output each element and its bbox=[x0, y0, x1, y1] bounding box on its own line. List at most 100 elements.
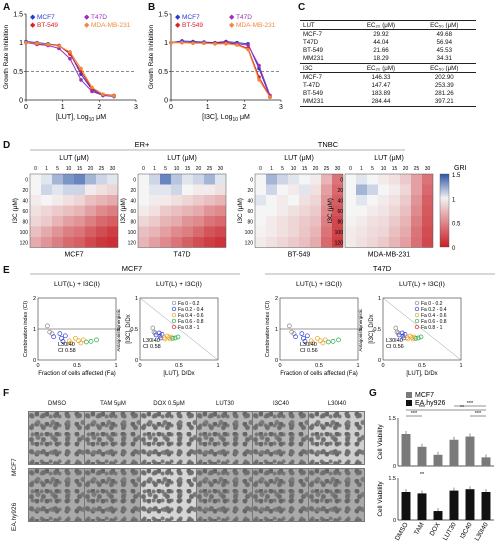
fa-legend-label: Fa 0.6 - 0.8 bbox=[421, 319, 447, 325]
heatmap-cell bbox=[193, 195, 204, 206]
heatmap-cell bbox=[171, 205, 182, 216]
annot-line1: L30I40 bbox=[143, 338, 160, 344]
heatmap-cell bbox=[30, 184, 41, 195]
heatmap-cell bbox=[171, 226, 182, 237]
table-header-lut: LUT EC₂₀ (μM) EC₅₀ (μM) bbox=[300, 19, 476, 31]
iso-point bbox=[413, 336, 419, 341]
heatmap-cell bbox=[299, 237, 310, 248]
heatmap-cell bbox=[310, 174, 321, 185]
heatmap-cell bbox=[367, 237, 378, 248]
heatmap-col-label: 0 bbox=[34, 166, 37, 172]
bar bbox=[465, 436, 475, 466]
micrograph-tile bbox=[84, 468, 141, 522]
series-line bbox=[25, 41, 115, 98]
heatmap-col-label: 15 bbox=[77, 166, 83, 172]
micrograph-grid: DMSO TAM 5μM DOX 0.5μM LUT30 I3C40 L30I40 bbox=[28, 401, 498, 524]
heatmap-cell bbox=[332, 216, 343, 227]
heatmap-row-label: 120 bbox=[128, 240, 137, 246]
data-point bbox=[90, 85, 94, 90]
heatmap-col-label: 20 bbox=[403, 166, 409, 172]
colorbar-tick: 0 bbox=[452, 246, 456, 252]
heatmap-col-label: 0 bbox=[259, 166, 262, 172]
heatmap-cell bbox=[85, 174, 96, 185]
e-plot-frame bbox=[382, 297, 462, 361]
ci-point bbox=[299, 331, 305, 337]
heatmap-col-label: 10 bbox=[291, 166, 297, 172]
heatmap-cell bbox=[400, 184, 411, 195]
heatmap-cell bbox=[266, 226, 277, 237]
heatmap-cell bbox=[85, 237, 96, 248]
heatmap-cell bbox=[182, 195, 193, 206]
x-tick-label: 0 bbox=[169, 104, 173, 111]
heatmap-cell bbox=[30, 216, 41, 227]
heatmap-cell bbox=[63, 216, 74, 227]
heatmap-cell bbox=[160, 237, 171, 248]
table-cell: I3C bbox=[300, 62, 350, 74]
ci-point bbox=[326, 339, 331, 345]
heatmap-cell bbox=[299, 174, 310, 185]
fa-tick: 1 bbox=[356, 363, 359, 369]
table-cell: LUT bbox=[300, 19, 350, 31]
heatmap-row-label: 100 bbox=[245, 230, 254, 236]
legend-marker: ◆ bbox=[30, 22, 36, 29]
ci-tick: 2 bbox=[275, 296, 278, 302]
colorbar-title: GRI bbox=[454, 165, 467, 172]
panel-label-d: D bbox=[3, 140, 11, 151]
ci-point bbox=[287, 323, 292, 329]
legend-swatch bbox=[406, 400, 412, 406]
fa-legend-marker bbox=[171, 312, 177, 318]
heatmap-cell bbox=[288, 205, 299, 216]
heatmap-row-label: 120 bbox=[245, 240, 254, 246]
heatmap-col-label: 15 bbox=[302, 166, 308, 172]
heatmap-cell bbox=[367, 216, 378, 227]
ci-tick: 0 bbox=[275, 358, 278, 364]
sig-stars: *** bbox=[467, 401, 474, 407]
heatmap-cell bbox=[389, 195, 400, 206]
heatmap-cell bbox=[411, 237, 422, 248]
heatmap-cell bbox=[30, 237, 41, 248]
bar bbox=[401, 492, 411, 520]
heatmap-cell bbox=[255, 216, 266, 227]
table-cell: 56.94 bbox=[436, 38, 453, 46]
heatmap-col-label: 5 bbox=[164, 166, 167, 172]
data-point bbox=[180, 40, 184, 45]
heatmap-side-label: I3C (μM) bbox=[237, 198, 244, 223]
heatmap-col-label: 1 bbox=[153, 166, 156, 172]
heatmap-col-label: 10 bbox=[66, 166, 72, 172]
heatmap-col-label: 20 bbox=[313, 166, 319, 172]
heatmap-side-label: I3C (μM) bbox=[327, 198, 334, 223]
ci-point bbox=[315, 335, 320, 341]
heatmap-cell bbox=[422, 174, 433, 185]
table-row: BT-549 183.89 281.26 bbox=[300, 90, 476, 98]
heatmap-cell bbox=[204, 216, 215, 227]
ci-ylabel: Combination index (CI) bbox=[265, 301, 271, 357]
heatmap-cell bbox=[356, 216, 367, 227]
heatmap-cell bbox=[299, 205, 310, 216]
heatmap-cell bbox=[367, 226, 378, 237]
bar bbox=[433, 511, 443, 520]
heatmap-row-label: 80 bbox=[247, 219, 253, 225]
y-tick-label: 0 bbox=[393, 518, 396, 524]
annot-line1: L30I40 bbox=[300, 342, 317, 348]
heatmap-row-label: 40 bbox=[130, 198, 136, 204]
annot-line1: L30I40 bbox=[58, 342, 75, 348]
heatmap-cell bbox=[74, 237, 85, 248]
iso-xtick: 0 bbox=[381, 363, 384, 369]
heatmap-frame bbox=[29, 173, 119, 248]
heatmap-row-label: 100 bbox=[335, 230, 344, 236]
iso-xtick: 0.5 bbox=[418, 363, 426, 369]
heatmap-cell bbox=[171, 184, 182, 195]
iso-point bbox=[418, 334, 424, 340]
heatmap-cell bbox=[193, 237, 204, 248]
table-cell: 183.89 bbox=[371, 90, 391, 98]
data-point bbox=[202, 41, 206, 46]
heatmap-cell bbox=[345, 184, 356, 195]
heatmap-cell bbox=[255, 174, 266, 185]
micrograph-tile bbox=[252, 411, 309, 465]
bar bbox=[401, 434, 411, 466]
legend-label: MCF7 bbox=[37, 14, 55, 21]
heatmap-cell bbox=[96, 195, 107, 206]
table-cell: 29.92 bbox=[373, 30, 389, 38]
heatmap-top-label: LUT (μM) bbox=[167, 155, 197, 162]
